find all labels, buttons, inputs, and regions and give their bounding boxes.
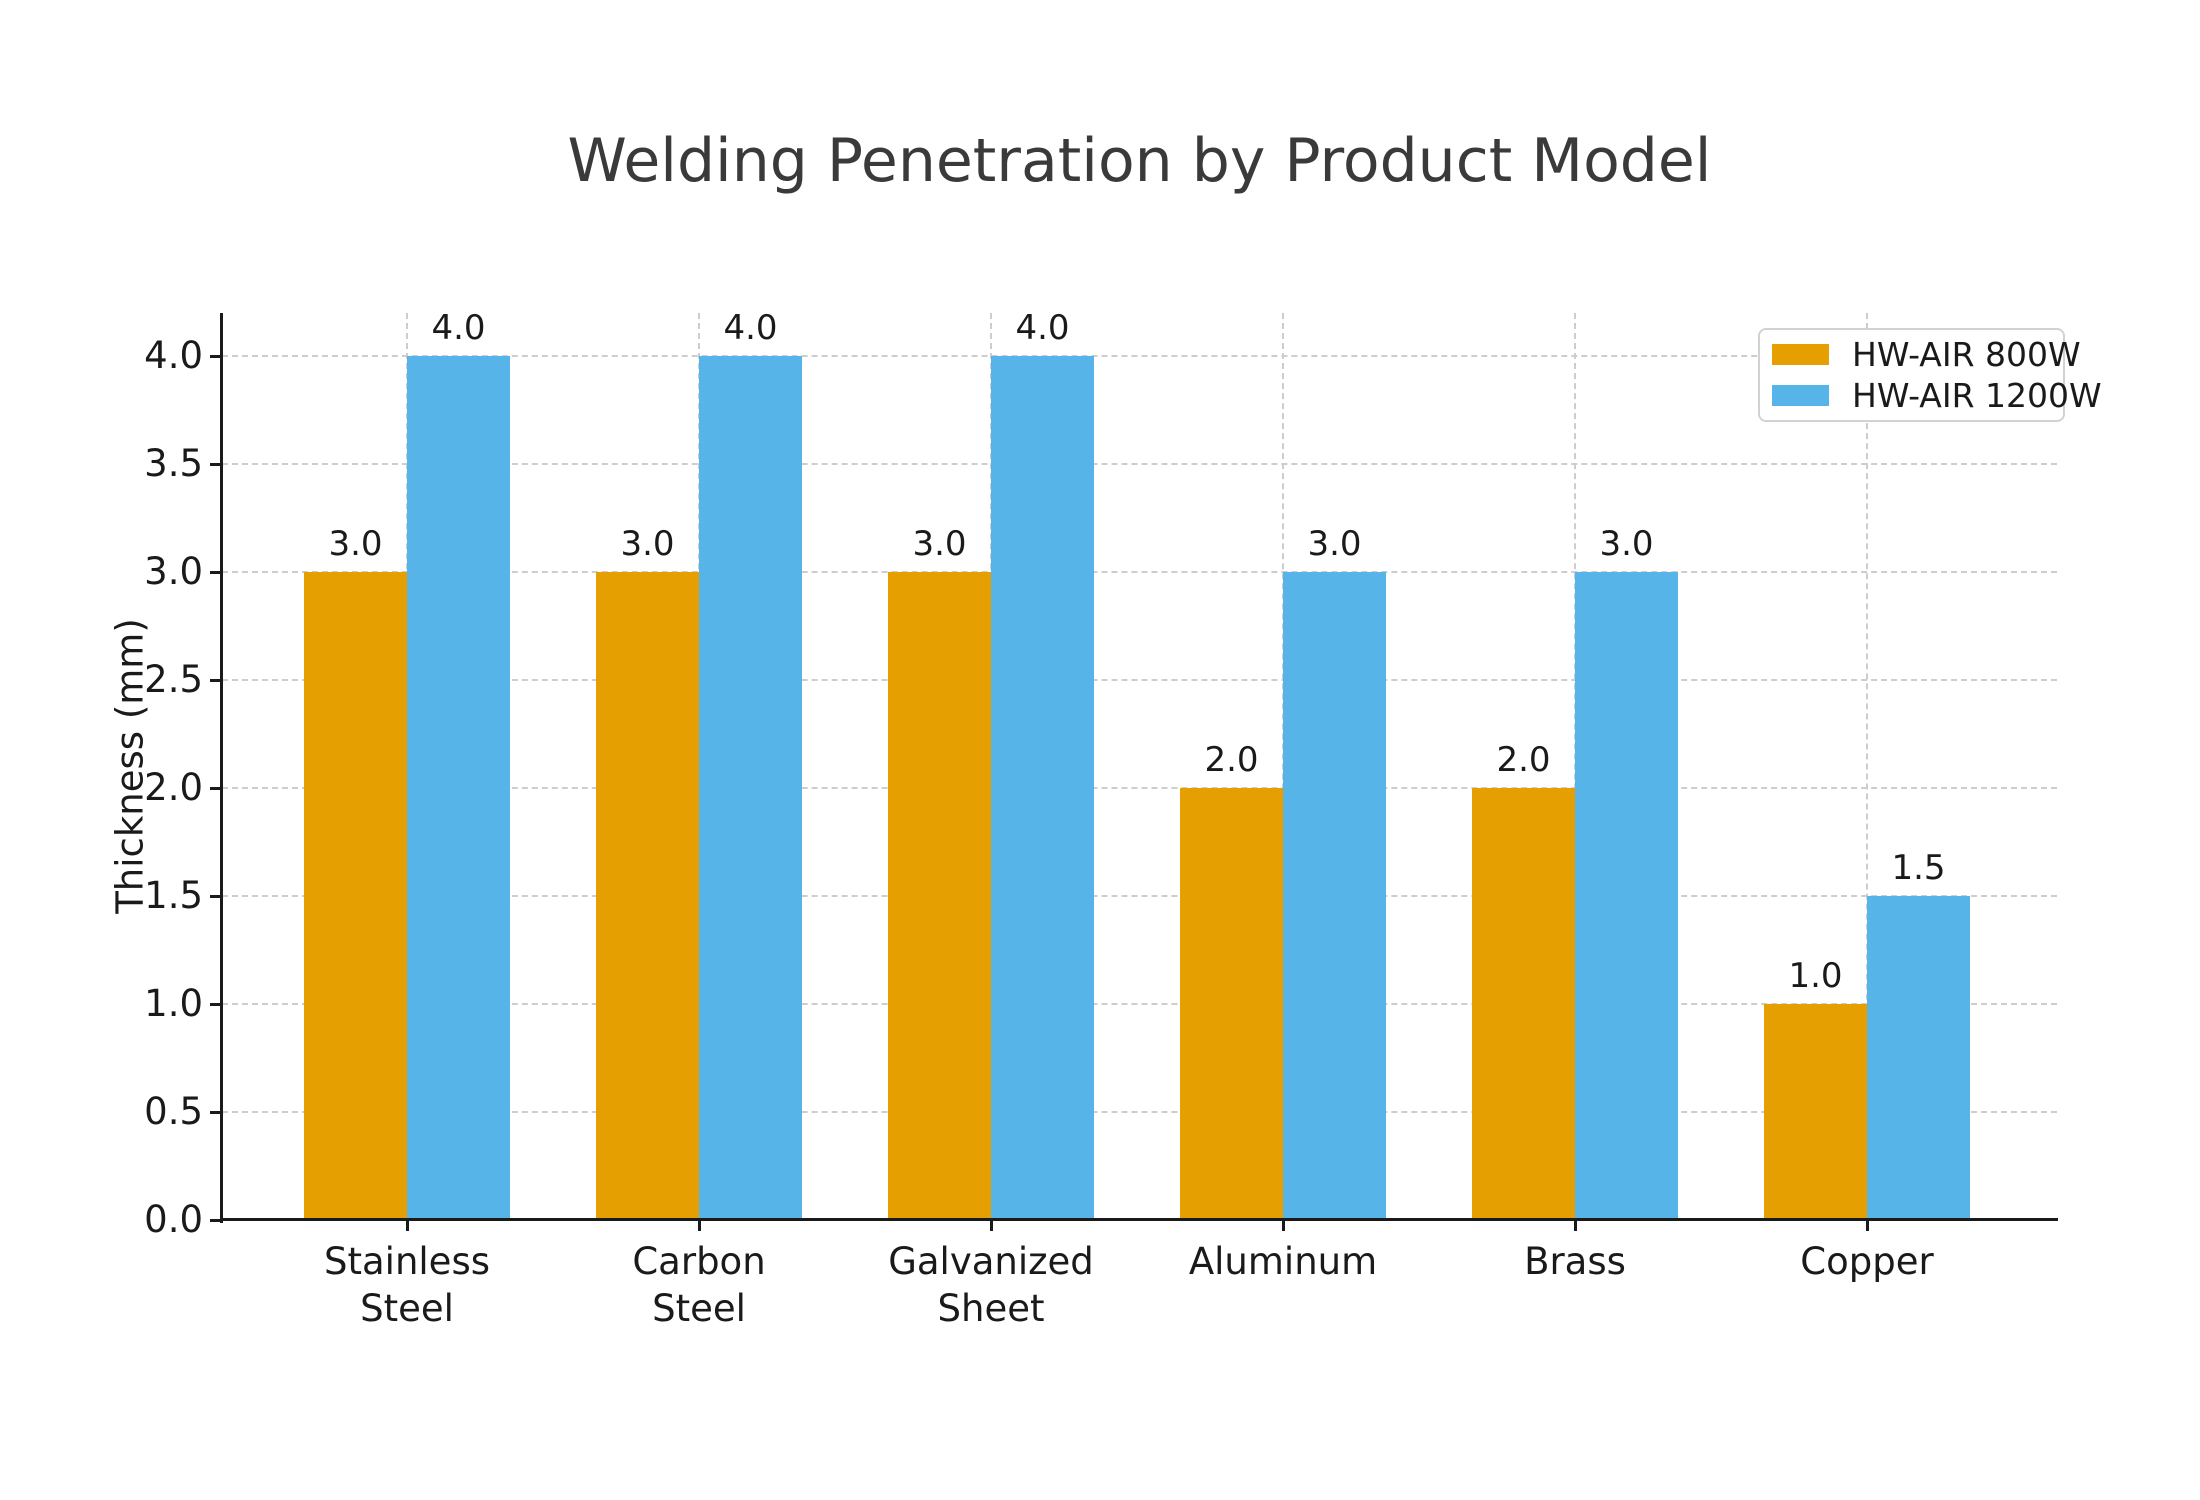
x-gridline <box>1866 313 1868 1220</box>
y-gridline <box>222 895 2057 898</box>
x-tick-label: Copper <box>1800 1240 1934 1283</box>
legend-swatch-icon <box>1772 344 1829 365</box>
bar-hw-air-1200w <box>1283 572 1386 1220</box>
bar-value-label: 1.5 <box>1891 848 1946 889</box>
y-gridline <box>222 679 2057 682</box>
bar-hw-air-800w <box>1764 1004 1867 1220</box>
bar-value-label: 3.0 <box>620 524 675 565</box>
y-axis-line <box>220 313 223 1223</box>
y-tick-mark <box>210 1110 220 1114</box>
y-tick-mark <box>210 678 220 682</box>
bar-hw-air-800w <box>888 572 991 1220</box>
y-tick-mark <box>210 570 220 574</box>
y-tick-label: 1.5 <box>144 874 203 918</box>
legend-label: HW-AIR 1200W <box>1852 376 2102 415</box>
bar-value-label: 4.0 <box>1015 308 1070 349</box>
bar-hw-air-1200w <box>991 356 1094 1220</box>
bar-hw-air-800w <box>1180 788 1283 1220</box>
y-gridline <box>222 571 2057 574</box>
legend-entry: HW-AIR 1200W <box>1772 379 2102 412</box>
x-tick-label: Galvanized Sheet <box>888 1240 1094 1330</box>
x-tick-label: Carbon Steel <box>632 1240 766 1330</box>
y-tick-mark <box>210 1002 220 1006</box>
y-tick-label: 1.0 <box>144 982 203 1026</box>
y-gridline <box>222 1003 2057 1006</box>
y-gridline <box>222 1111 2057 1114</box>
bar-hw-air-800w <box>1472 788 1575 1220</box>
bar-value-label: 3.0 <box>912 524 967 565</box>
y-tick-label: 0.0 <box>144 1198 203 1241</box>
x-tick-mark <box>1865 1221 1869 1231</box>
bar-value-label: 1.0 <box>1788 956 1843 997</box>
x-tick-label: Stainless Steel <box>324 1240 490 1330</box>
legend-swatch-icon <box>1772 385 1829 406</box>
x-tick-label: Aluminum <box>1188 1240 1378 1283</box>
bar-hw-air-800w <box>596 572 699 1220</box>
y-gridline <box>222 787 2057 790</box>
legend-entry: HW-AIR 800W <box>1772 338 2081 371</box>
x-tick-mark <box>405 1221 409 1231</box>
bar-value-label: 2.0 <box>1496 740 1551 781</box>
y-tick-mark <box>210 894 220 898</box>
y-tick-label: 4.0 <box>144 334 203 378</box>
y-tick-mark <box>210 1218 220 1222</box>
legend: HW-AIR 800W HW-AIR 1200W <box>1758 328 2102 422</box>
x-tick-mark <box>989 1221 993 1231</box>
bar-value-label: 3.0 <box>328 524 383 565</box>
y-tick-mark <box>210 462 220 466</box>
y-tick-label: 2.0 <box>144 766 203 810</box>
x-tick-label: Brass <box>1524 1240 1626 1283</box>
bar-value-label: 3.0 <box>1307 524 1362 565</box>
y-gridline <box>222 463 2057 466</box>
bar-value-label: 3.0 <box>1599 524 1654 565</box>
y-tick-label: 3.5 <box>144 442 203 486</box>
x-tick-mark <box>1281 1221 1285 1231</box>
y-tick-label: 2.5 <box>144 658 203 702</box>
x-axis-line <box>220 1218 2058 1221</box>
bar-value-label: 4.0 <box>431 308 486 349</box>
chart-title: Welding Penetration by Product Model <box>567 126 1712 196</box>
bar-hw-air-1200w <box>407 356 510 1220</box>
legend-label: HW-AIR 800W <box>1852 335 2081 374</box>
bar-hw-air-1200w <box>1575 572 1678 1220</box>
y-tick-mark <box>210 354 220 358</box>
y-gridline <box>222 355 2057 358</box>
x-tick-mark <box>1573 1221 1577 1231</box>
bar-value-label: 4.0 <box>723 308 778 349</box>
y-tick-mark <box>210 786 220 790</box>
y-tick-label: 3.0 <box>144 550 203 594</box>
bar-value-label: 2.0 <box>1204 740 1259 781</box>
plot-area: 3.0 3.0 3.0 2.0 2.0 1.0 4.0 4.0 4.0 3.0 3.0 1.5 0.0 0… <box>144 308 2058 1330</box>
bar-hw-air-800w <box>304 572 407 1220</box>
y-tick-label: 0.5 <box>144 1090 203 1134</box>
bar-hw-air-1200w <box>1867 896 1970 1220</box>
bar-hw-air-1200w <box>699 356 802 1220</box>
x-tick-mark <box>697 1221 701 1231</box>
